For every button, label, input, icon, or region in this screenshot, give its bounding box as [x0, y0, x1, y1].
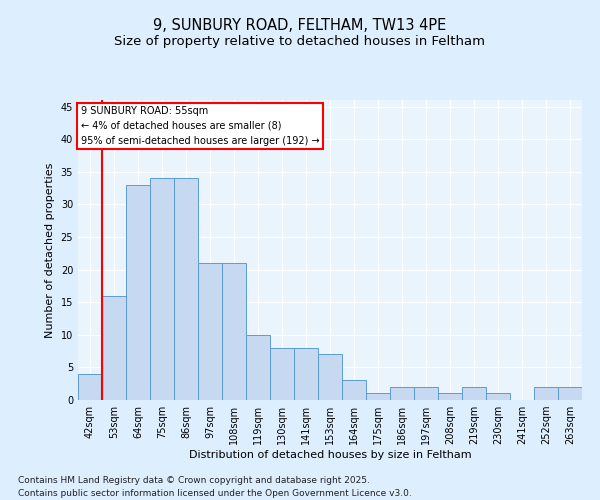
- Bar: [366, 394, 390, 400]
- Bar: [222, 263, 246, 400]
- Bar: [390, 387, 414, 400]
- Bar: [318, 354, 342, 400]
- Text: 9 SUNBURY ROAD: 55sqm
← 4% of detached houses are smaller (8)
95% of semi-detach: 9 SUNBURY ROAD: 55sqm ← 4% of detached h…: [80, 106, 319, 146]
- Text: Size of property relative to detached houses in Feltham: Size of property relative to detached ho…: [115, 35, 485, 48]
- Bar: [486, 394, 510, 400]
- Bar: [78, 374, 102, 400]
- Bar: [198, 263, 222, 400]
- X-axis label: Distribution of detached houses by size in Feltham: Distribution of detached houses by size …: [188, 450, 472, 460]
- Bar: [558, 387, 582, 400]
- Bar: [534, 387, 558, 400]
- Bar: [102, 296, 126, 400]
- Bar: [174, 178, 198, 400]
- Bar: [438, 394, 462, 400]
- Bar: [126, 185, 150, 400]
- Bar: [246, 335, 270, 400]
- Bar: [150, 178, 174, 400]
- Bar: [414, 387, 438, 400]
- Bar: [294, 348, 318, 400]
- Y-axis label: Number of detached properties: Number of detached properties: [45, 162, 55, 338]
- Bar: [462, 387, 486, 400]
- Bar: [270, 348, 294, 400]
- Bar: [342, 380, 366, 400]
- Text: Contains HM Land Registry data © Crown copyright and database right 2025.
Contai: Contains HM Land Registry data © Crown c…: [18, 476, 412, 498]
- Text: 9, SUNBURY ROAD, FELTHAM, TW13 4PE: 9, SUNBURY ROAD, FELTHAM, TW13 4PE: [154, 18, 446, 32]
